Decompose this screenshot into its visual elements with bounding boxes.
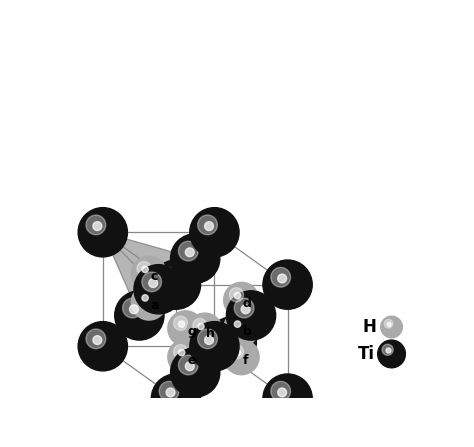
Circle shape bbox=[224, 283, 259, 318]
Circle shape bbox=[387, 322, 391, 326]
Circle shape bbox=[179, 321, 185, 327]
Circle shape bbox=[207, 317, 256, 366]
Circle shape bbox=[142, 295, 148, 301]
Text: H: H bbox=[362, 318, 376, 336]
Circle shape bbox=[229, 287, 244, 302]
Circle shape bbox=[386, 348, 391, 353]
Circle shape bbox=[115, 291, 164, 340]
Circle shape bbox=[131, 256, 167, 291]
Circle shape bbox=[179, 350, 185, 356]
Circle shape bbox=[93, 336, 102, 345]
Circle shape bbox=[234, 350, 241, 356]
Circle shape bbox=[229, 316, 244, 330]
Circle shape bbox=[384, 320, 393, 328]
Circle shape bbox=[263, 260, 312, 309]
Circle shape bbox=[263, 374, 312, 423]
Circle shape bbox=[142, 266, 148, 273]
Text: g: g bbox=[187, 325, 196, 338]
Text: Ti: Ti bbox=[357, 345, 374, 363]
Circle shape bbox=[198, 215, 218, 235]
Circle shape bbox=[190, 321, 239, 371]
Circle shape bbox=[234, 321, 241, 327]
Text: e: e bbox=[187, 354, 196, 367]
Circle shape bbox=[173, 345, 188, 359]
Circle shape bbox=[205, 336, 213, 345]
Circle shape bbox=[168, 339, 203, 375]
Circle shape bbox=[224, 311, 259, 346]
Circle shape bbox=[173, 316, 188, 330]
Circle shape bbox=[215, 325, 235, 344]
Circle shape bbox=[131, 285, 167, 320]
Circle shape bbox=[234, 298, 254, 318]
Circle shape bbox=[159, 381, 179, 401]
Circle shape bbox=[93, 222, 102, 231]
Circle shape bbox=[382, 344, 393, 355]
Circle shape bbox=[198, 323, 204, 329]
Circle shape bbox=[271, 267, 291, 287]
Circle shape bbox=[234, 292, 241, 299]
Circle shape bbox=[224, 339, 259, 375]
Circle shape bbox=[185, 248, 194, 257]
Polygon shape bbox=[103, 232, 195, 289]
Circle shape bbox=[185, 362, 194, 371]
Circle shape bbox=[222, 331, 231, 340]
Circle shape bbox=[229, 345, 244, 359]
Circle shape bbox=[381, 316, 402, 338]
Circle shape bbox=[227, 291, 276, 340]
Circle shape bbox=[198, 329, 218, 349]
Text: f: f bbox=[243, 354, 248, 367]
Text: c: c bbox=[151, 270, 158, 283]
Circle shape bbox=[205, 222, 213, 231]
Circle shape bbox=[278, 274, 287, 283]
Circle shape bbox=[241, 305, 250, 314]
Circle shape bbox=[142, 272, 162, 292]
Circle shape bbox=[171, 348, 220, 397]
Circle shape bbox=[86, 329, 106, 349]
Circle shape bbox=[171, 234, 220, 283]
Text: b: b bbox=[243, 325, 252, 338]
Circle shape bbox=[137, 261, 151, 276]
Circle shape bbox=[134, 265, 183, 314]
Text: a: a bbox=[151, 299, 159, 312]
Circle shape bbox=[123, 298, 142, 318]
Text: d: d bbox=[243, 297, 252, 310]
Circle shape bbox=[193, 318, 207, 333]
Text: h: h bbox=[206, 327, 215, 341]
Polygon shape bbox=[103, 232, 195, 316]
Circle shape bbox=[187, 313, 222, 349]
Circle shape bbox=[149, 278, 158, 287]
Circle shape bbox=[278, 388, 287, 397]
Circle shape bbox=[178, 241, 198, 261]
Circle shape bbox=[151, 374, 201, 423]
Polygon shape bbox=[103, 232, 159, 316]
Circle shape bbox=[137, 290, 151, 304]
Circle shape bbox=[129, 305, 138, 314]
Circle shape bbox=[151, 260, 201, 309]
Circle shape bbox=[78, 321, 128, 371]
Circle shape bbox=[159, 267, 179, 287]
Circle shape bbox=[190, 208, 239, 257]
Circle shape bbox=[166, 388, 175, 397]
Circle shape bbox=[378, 340, 405, 368]
Circle shape bbox=[166, 274, 175, 283]
Circle shape bbox=[168, 311, 203, 346]
Circle shape bbox=[271, 381, 291, 401]
Polygon shape bbox=[139, 258, 195, 316]
Circle shape bbox=[86, 215, 106, 235]
Circle shape bbox=[78, 208, 128, 257]
Circle shape bbox=[178, 355, 198, 375]
